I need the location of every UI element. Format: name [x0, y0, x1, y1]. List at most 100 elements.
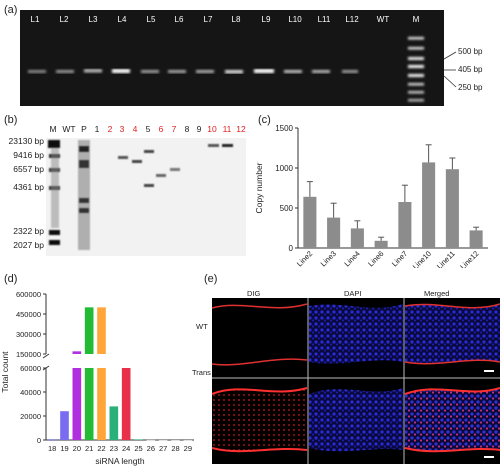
bar-lower-segment	[97, 368, 106, 440]
x-tick-label: 26	[147, 444, 155, 453]
size-pointer-lines-a	[444, 51, 457, 88]
lane-label: L6	[174, 15, 184, 24]
bar	[158, 439, 168, 441]
size-label-6557bp: 6557 bp	[13, 164, 44, 174]
x-tick-label: 28	[171, 444, 179, 453]
size-label-250bp: 250 bp	[458, 83, 483, 92]
x-tick-label: Line10	[411, 249, 433, 268]
bar	[469, 230, 483, 248]
y-tick-label: 0	[289, 244, 294, 253]
column-title-merged: Merged	[424, 289, 450, 298]
micrograph-panels	[211, 298, 500, 464]
bar	[146, 439, 156, 441]
lane-label: 10	[207, 124, 217, 134]
x-tick-label: Line2	[295, 249, 314, 268]
gel-image-a	[20, 10, 444, 106]
x-tick-label: 19	[60, 444, 68, 453]
y-tick-label: 60000	[20, 364, 41, 373]
size-label-2027bp: 2027 bp	[13, 240, 44, 250]
bar-lower-segment	[84, 368, 94, 440]
bar-lower-segment	[72, 368, 82, 440]
bar	[374, 240, 388, 248]
row-label-wt: WT	[196, 322, 208, 331]
bar	[183, 439, 193, 441]
size-label-9416bp: 9416 bp	[13, 150, 44, 160]
wt-dig-image	[211, 303, 308, 366]
x-tick-label: Line4	[342, 249, 361, 268]
marker-ladder-b	[48, 140, 60, 245]
x-tick-label: 27	[159, 444, 167, 453]
x-tick-label: 25	[134, 444, 142, 453]
sirna-length-chart: 0 20000 40000 60000 150000 300000 450000 600000…	[0, 290, 194, 466]
bar	[109, 406, 119, 440]
y-tick-label: 0	[37, 436, 41, 445]
gel-a-bands	[28, 37, 424, 102]
sample-bands-b	[78, 140, 233, 250]
lane-label: WT	[376, 15, 390, 24]
lane-label: L11	[317, 15, 331, 24]
panel-d-label: (d)	[4, 273, 18, 285]
lane-label: 4	[132, 124, 138, 134]
x-tick-label: 22	[97, 444, 105, 453]
y-tick-label: 1000	[275, 164, 293, 173]
panel-b-label: (b)	[4, 114, 18, 126]
panel-e-label: (e)	[204, 273, 218, 285]
bar	[350, 228, 364, 248]
x-tick-label: 24	[122, 444, 130, 453]
lane-label: 12	[236, 124, 246, 134]
copy-number-chart: 0 500 1000 1500 Copy number Line2 Line3 Line4 Li…	[254, 124, 488, 268]
bar-upper-segment	[84, 307, 94, 354]
lane-label: L5	[146, 15, 156, 24]
lane-label: L4	[117, 15, 127, 24]
y-axis-label: Copy number	[254, 162, 264, 213]
scale-bar	[484, 456, 494, 458]
trans-merged-image	[404, 387, 500, 453]
lane-label: L12	[345, 15, 359, 24]
size-label-405bp: 405 bp	[458, 65, 483, 74]
lane-label: P	[81, 124, 87, 134]
scale-bar	[484, 370, 494, 372]
x-tick-label: Line3	[319, 249, 338, 268]
bar	[327, 217, 341, 248]
bar-upper-segment	[97, 307, 106, 354]
axis-break-mark	[42, 353, 50, 359]
y-axis-label: Total count	[0, 351, 10, 393]
y-tick-label: 600000	[16, 290, 41, 299]
lane-label: L3	[88, 15, 98, 24]
bar	[121, 368, 131, 440]
x-tick-label: Line12	[458, 249, 480, 268]
x-tick-label: 20	[73, 444, 81, 453]
bar	[60, 411, 69, 440]
x-axis-label: siRNA length	[95, 456, 144, 466]
column-title-dapi: DAPI	[344, 289, 362, 298]
panel-c-label: (c)	[258, 114, 271, 126]
lane-label: M	[49, 124, 57, 134]
sample-bands-a	[28, 69, 358, 74]
row-label-trans: Trans	[192, 368, 211, 377]
lane-label: 5	[145, 124, 151, 134]
x-tick-label: Line6	[366, 249, 385, 268]
lane-label: 1	[94, 124, 100, 134]
lane-label: L10	[288, 15, 302, 24]
y-tick-label: 300000	[16, 330, 41, 339]
y-tick-label: 450000	[16, 310, 41, 319]
bar	[134, 439, 143, 440]
lane-label: L8	[231, 15, 241, 24]
lane-label: 2	[107, 124, 113, 134]
gel-b-bands	[48, 140, 233, 250]
y-tick-label: 40000	[20, 388, 41, 397]
lane-label: M	[412, 15, 420, 24]
y-tick-label: 1500	[275, 124, 293, 133]
panel-a-label: (a)	[4, 4, 18, 16]
gel-b-lane-row: M WT P 1 2 3 4 5 6 7 8 9 10 11 12	[46, 124, 246, 138]
y-tick-label: 150000	[16, 350, 41, 359]
bar	[422, 162, 436, 248]
trans-dapi-image	[309, 388, 403, 452]
trans-dig-image	[211, 387, 308, 453]
marker-ladder-a	[408, 37, 424, 102]
size-label-500bp: 500 bp	[458, 47, 483, 56]
y-tick-label: 500	[280, 204, 294, 213]
lane-label: WT	[62, 124, 76, 134]
x-tick-label: Line7	[390, 249, 409, 268]
bar-upper-segment	[72, 351, 82, 354]
